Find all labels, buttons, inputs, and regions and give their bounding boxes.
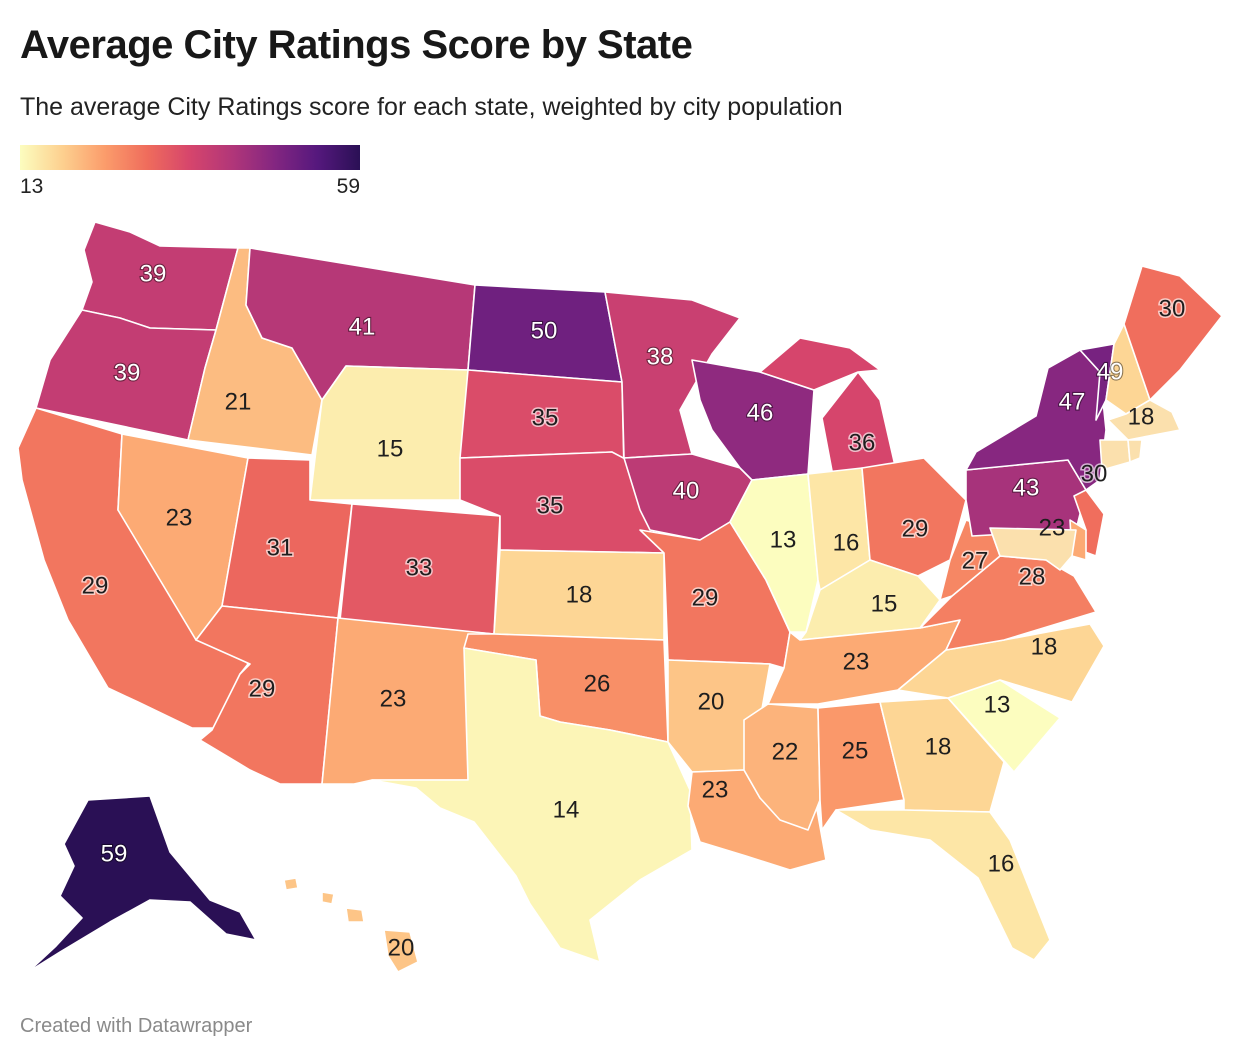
legend-max-label: 59	[336, 175, 360, 198]
value-label-ia: 40	[673, 478, 700, 505]
value-label-nh: 18	[1128, 404, 1155, 431]
state-hi[interactable]	[321, 891, 335, 905]
state-tx[interactable]	[371, 647, 693, 963]
value-label-tx: 14	[553, 797, 580, 824]
value-label-de: 23	[1039, 515, 1066, 542]
value-label-me: 30	[1159, 296, 1186, 323]
value-label-nc: 18	[1031, 634, 1058, 661]
value-label-ky: 15	[871, 591, 898, 618]
state-ms[interactable]	[743, 703, 821, 831]
value-label-in: 16	[833, 530, 860, 557]
value-label-nj: 30	[1081, 461, 1108, 488]
us-choropleth-map: 39 39 29 21 23 41 15 31 29 33 23 50 35 35 18 26 14 38 40 29…	[17, 221, 1223, 973]
value-label-wi: 46	[747, 400, 774, 427]
value-label-al: 25	[842, 738, 869, 765]
value-label-mo: 29	[692, 585, 719, 612]
value-label-sc: 13	[984, 692, 1011, 719]
value-label-ny: 47	[1059, 389, 1086, 416]
value-label-ut: 31	[267, 535, 294, 562]
state-ri[interactable]	[1127, 439, 1143, 463]
state-wy[interactable]	[309, 365, 469, 501]
value-label-mn: 38	[647, 344, 674, 371]
value-label-ne: 35	[537, 493, 564, 520]
value-label-il: 13	[770, 527, 797, 554]
value-label-oh: 29	[902, 516, 929, 543]
value-label-pa: 43	[1013, 475, 1040, 502]
value-label-ca: 29	[82, 573, 109, 600]
state-hi[interactable]	[283, 877, 299, 891]
state-ny[interactable]	[965, 349, 1107, 491]
value-label-tn: 23	[843, 649, 870, 676]
value-label-sd: 35	[532, 405, 559, 432]
state-ky[interactable]	[799, 559, 941, 641]
color-legend: 13 59	[20, 145, 360, 200]
value-label-wy: 15	[377, 436, 404, 463]
legend-gradient-bar	[20, 145, 360, 170]
credit-line: Created with Datawrapper	[20, 1015, 253, 1037]
value-label-la: 23	[702, 777, 729, 804]
value-label-or: 39	[114, 360, 141, 387]
state-mn[interactable]	[604, 291, 741, 459]
state-vt[interactable]	[1079, 343, 1115, 421]
state-hi[interactable]	[383, 929, 419, 973]
page-title: Average City Ratings Score by State	[20, 23, 693, 67]
value-label-mt: 41	[349, 314, 376, 341]
value-label-ak: 59	[101, 841, 128, 868]
legend-min-label: 13	[20, 175, 44, 198]
value-label-nm: 23	[380, 686, 407, 713]
value-label-nd: 50	[531, 318, 558, 345]
value-label-vt: 49	[1097, 359, 1124, 386]
value-label-wv: 27	[962, 548, 989, 575]
state-ak[interactable]	[27, 795, 257, 973]
state-hi[interactable]	[345, 907, 365, 923]
value-label-nv: 23	[166, 505, 193, 532]
value-label-ks: 18	[566, 582, 593, 609]
page-subtitle: The average City Ratings score for each …	[20, 93, 843, 121]
state-nc[interactable]	[897, 623, 1105, 703]
value-label-hi: 20	[388, 935, 415, 962]
value-label-mi: 36	[849, 430, 876, 457]
value-label-az: 29	[249, 676, 276, 703]
value-label-ar: 20	[698, 689, 725, 716]
value-label-ms: 22	[772, 739, 799, 766]
value-label-fl: 16	[988, 851, 1015, 878]
value-label-ga: 18	[925, 734, 952, 761]
state-fl[interactable]	[835, 809, 1051, 961]
state-mi[interactable]	[759, 337, 881, 391]
value-label-wa: 39	[140, 261, 167, 288]
value-label-va: 28	[1019, 564, 1046, 591]
value-label-co: 33	[406, 555, 433, 582]
value-label-id: 21	[225, 389, 252, 416]
state-md[interactable]	[989, 527, 1077, 571]
value-label-ok: 26	[584, 671, 611, 698]
